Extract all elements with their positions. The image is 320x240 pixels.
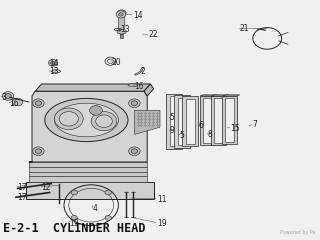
Circle shape (71, 216, 77, 220)
Polygon shape (186, 99, 195, 144)
Circle shape (59, 112, 78, 126)
Polygon shape (26, 182, 154, 199)
Text: 13: 13 (120, 25, 130, 35)
Circle shape (35, 149, 42, 154)
Circle shape (12, 98, 23, 106)
Polygon shape (29, 162, 147, 167)
Circle shape (119, 13, 123, 16)
Polygon shape (214, 98, 223, 143)
Polygon shape (200, 95, 218, 96)
Polygon shape (182, 96, 198, 146)
Text: 6: 6 (198, 121, 203, 131)
Text: 14: 14 (133, 11, 142, 20)
Text: 21: 21 (240, 24, 250, 33)
Circle shape (131, 101, 138, 106)
Polygon shape (35, 84, 150, 91)
Polygon shape (170, 96, 179, 146)
Polygon shape (222, 96, 237, 144)
Circle shape (105, 190, 111, 195)
Text: 2: 2 (141, 67, 146, 77)
Text: 17: 17 (18, 193, 27, 203)
Polygon shape (29, 172, 147, 176)
Circle shape (2, 92, 14, 100)
Circle shape (54, 108, 83, 130)
Text: 4: 4 (93, 204, 98, 213)
Text: 14: 14 (50, 59, 59, 68)
Polygon shape (29, 176, 147, 182)
Text: 5: 5 (170, 113, 174, 122)
Circle shape (131, 149, 138, 154)
Text: Powered by Pa: Powered by Pa (280, 230, 315, 235)
Ellipse shape (128, 84, 138, 87)
Text: 19: 19 (157, 219, 166, 228)
Text: 16: 16 (10, 99, 19, 108)
Text: 8: 8 (208, 130, 213, 139)
Polygon shape (200, 96, 214, 145)
Polygon shape (211, 96, 226, 145)
Text: 11: 11 (157, 195, 166, 204)
Text: 16: 16 (134, 82, 144, 91)
Text: 13: 13 (50, 67, 59, 77)
Polygon shape (134, 67, 144, 75)
Text: 17: 17 (18, 183, 27, 192)
Text: 9: 9 (170, 126, 174, 135)
Polygon shape (117, 29, 126, 34)
Text: 20: 20 (112, 58, 122, 67)
Circle shape (5, 94, 11, 98)
Polygon shape (134, 110, 160, 134)
Polygon shape (120, 34, 123, 38)
Text: 5: 5 (179, 131, 184, 140)
Circle shape (91, 112, 117, 131)
Text: 22: 22 (149, 30, 158, 39)
Circle shape (35, 101, 42, 106)
Circle shape (105, 216, 111, 220)
Circle shape (51, 61, 55, 65)
Polygon shape (178, 98, 187, 145)
Text: E-2-1  CYLINDER HEAD: E-2-1 CYLINDER HEAD (3, 222, 146, 235)
Polygon shape (29, 91, 147, 162)
Text: 3: 3 (2, 93, 6, 102)
Text: 12: 12 (42, 183, 51, 192)
Text: 7: 7 (253, 120, 258, 129)
Ellipse shape (45, 98, 128, 142)
Text: 19: 19 (69, 219, 78, 228)
Polygon shape (144, 84, 154, 96)
Polygon shape (203, 98, 212, 143)
Circle shape (129, 147, 140, 156)
Polygon shape (211, 95, 229, 96)
Circle shape (117, 10, 126, 17)
Circle shape (129, 99, 140, 108)
Circle shape (48, 60, 57, 66)
Circle shape (116, 11, 126, 18)
Circle shape (71, 190, 77, 195)
Polygon shape (222, 95, 240, 96)
Polygon shape (174, 95, 190, 148)
Polygon shape (118, 14, 125, 31)
Circle shape (33, 99, 44, 108)
Circle shape (90, 106, 102, 115)
Polygon shape (225, 98, 234, 142)
Circle shape (33, 147, 44, 156)
Text: 15: 15 (230, 124, 240, 133)
Circle shape (96, 115, 112, 127)
Ellipse shape (54, 103, 118, 137)
Polygon shape (29, 167, 147, 172)
Polygon shape (166, 94, 182, 149)
